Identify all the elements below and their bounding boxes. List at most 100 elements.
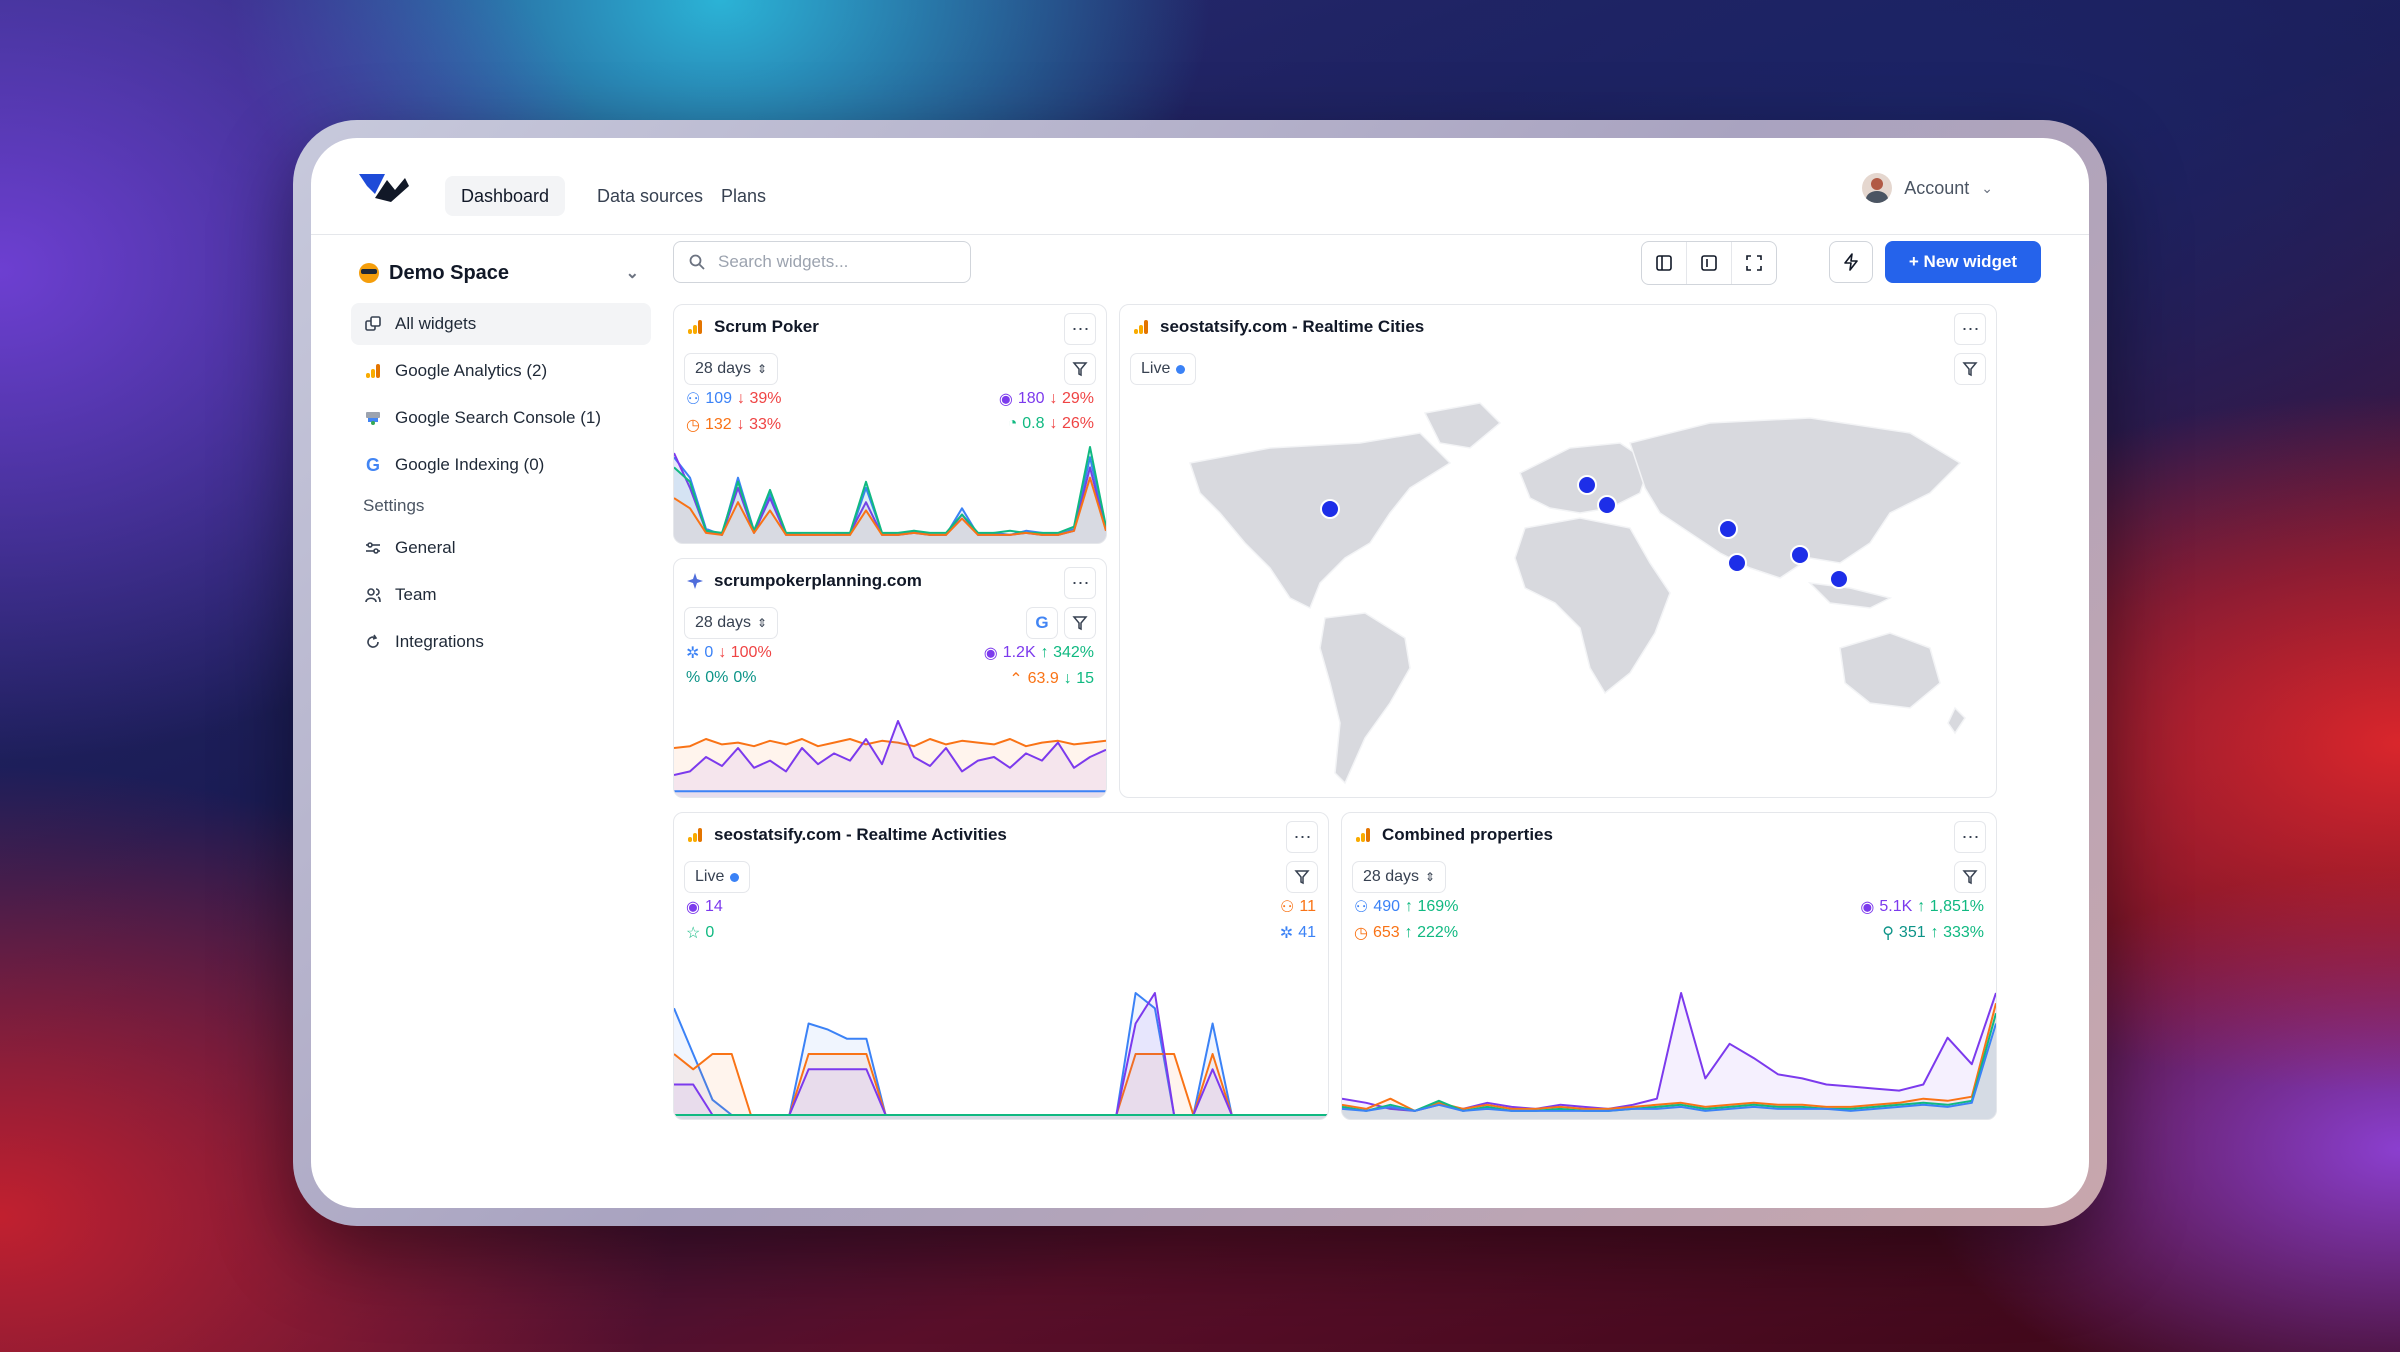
series-line xyxy=(1342,1013,1996,1112)
map-new-zealand xyxy=(1947,706,1966,735)
series-area xyxy=(674,739,1106,797)
city-marker[interactable] xyxy=(1577,475,1597,495)
city-marker[interactable] xyxy=(1829,569,1849,589)
panel-left-icon xyxy=(1656,255,1672,271)
chevron-down-icon: ⌄ xyxy=(1981,179,1993,196)
sidebar-item-label: Integrations xyxy=(395,632,484,651)
metric-position: ⌃ 63.9 ↓ 15 xyxy=(1009,670,1094,688)
sidebar-item-general[interactable]: General xyxy=(351,527,651,569)
metric-views: ◉ 14 xyxy=(686,898,723,916)
world-map[interactable] xyxy=(1150,393,1990,793)
more-menu-button[interactable]: ⋯ xyxy=(1954,821,1986,853)
city-marker[interactable] xyxy=(1718,519,1738,539)
space-selector[interactable]: Demo Space ⌄ xyxy=(351,248,651,298)
widget-title: Combined properties xyxy=(1354,825,1553,845)
date-range-value: 28 days xyxy=(695,360,752,377)
more-menu-button[interactable]: ⋯ xyxy=(1064,567,1096,599)
layout-split-button[interactable] xyxy=(1687,242,1732,284)
metric-impressions: ◉ 1.2K ↑ 342% xyxy=(983,644,1094,662)
city-marker[interactable] xyxy=(1727,553,1747,573)
filter-button[interactable] xyxy=(1064,353,1096,385)
scrum-line-chart xyxy=(674,446,1106,543)
quick-actions-button[interactable] xyxy=(1829,241,1873,283)
map-australia xyxy=(1839,632,1941,709)
live-dot-icon xyxy=(730,872,740,882)
avatar xyxy=(1862,173,1893,203)
series-line xyxy=(674,1053,1328,1116)
users-icon: ⚇ xyxy=(1280,899,1295,916)
widget-combined-properties: Combined properties ⋯ 28 days ⇕ ⚇ 490 ↑ 169… xyxy=(1341,812,1997,1120)
nav-tab-data-sources[interactable]: Data sources xyxy=(597,186,704,206)
star-icon: ☆ xyxy=(686,925,701,942)
new-widget-button[interactable]: + New widget xyxy=(1885,241,2041,283)
google-analytics-icon xyxy=(1356,828,1370,842)
chevron-updown-icon: ⇕ xyxy=(757,616,768,630)
engagement-icon: ◔ xyxy=(1007,415,1018,432)
layout-sidebar-button[interactable] xyxy=(1642,242,1687,284)
clock-icon: ◷ xyxy=(1354,925,1368,942)
widget-title: Scrum Poker xyxy=(686,317,819,337)
search-widgets[interactable] xyxy=(673,241,971,283)
city-marker[interactable] xyxy=(1790,545,1810,565)
sidebar-item-google-analytics[interactable]: Google Analytics (2) xyxy=(351,350,651,392)
series-area xyxy=(674,993,1328,1119)
nav-tab-plans[interactable]: Plans xyxy=(721,186,767,206)
app-logo[interactable] xyxy=(355,164,411,208)
more-menu-button[interactable]: ⋯ xyxy=(1064,313,1096,345)
widget-title: seostatsify.com - Realtime Cities xyxy=(1132,317,1424,337)
series-area xyxy=(674,993,1328,1119)
filter-icon xyxy=(1962,362,1978,377)
map-indonesia xyxy=(1807,581,1893,609)
filter-button[interactable] xyxy=(1064,607,1096,639)
filter-button[interactable] xyxy=(1286,861,1318,893)
refresh-icon xyxy=(363,632,383,652)
combined-line-chart xyxy=(1342,992,1996,1119)
city-marker[interactable] xyxy=(1597,495,1617,515)
top-nav: Dashboard Data sources Plans Account ⌄ xyxy=(311,138,2089,235)
google-icon: G xyxy=(365,454,380,475)
filter-button[interactable] xyxy=(1954,861,1986,893)
sidebar-item-google-indexing[interactable]: G Google Indexing (0) xyxy=(351,444,651,486)
city-markers xyxy=(1320,475,1849,589)
sidebar-item-integrations[interactable]: Integrations xyxy=(351,621,651,663)
filter-icon xyxy=(1072,616,1088,631)
city-marker[interactable] xyxy=(1320,499,1340,519)
metric-ctr: % 0% 0% xyxy=(686,669,757,686)
series-area xyxy=(1342,1013,1996,1119)
google-icon[interactable]: G xyxy=(1026,607,1058,639)
search-console-icon xyxy=(687,573,703,589)
widget-title-text: Scrum Poker xyxy=(714,317,819,336)
sidebar-item-team[interactable]: Team xyxy=(351,574,651,616)
series-line xyxy=(674,476,1106,536)
live-status-badge: Live xyxy=(684,861,751,893)
google-analytics-icon xyxy=(363,361,383,381)
space-name: Demo Space xyxy=(389,261,510,284)
widget-title-text: Combined properties xyxy=(1382,825,1553,844)
series-area xyxy=(674,477,1106,543)
panel-split-icon xyxy=(1701,255,1717,271)
date-range-select[interactable]: 28 days ⇕ xyxy=(1352,861,1447,893)
sidebar-item-google-search-console[interactable]: Google Search Console (1) xyxy=(351,397,651,439)
sidebar-item-all-widgets[interactable]: All widgets xyxy=(351,303,651,345)
percent-icon: % xyxy=(686,669,701,686)
date-range-select[interactable]: 28 days ⇕ xyxy=(684,607,779,639)
nav-tab-dashboard[interactable]: Dashboard xyxy=(445,176,566,216)
series-area xyxy=(1342,993,1996,1119)
map-south-america xyxy=(1319,612,1411,785)
more-menu-button[interactable]: ⋯ xyxy=(1286,821,1318,853)
users-icon: ⚇ xyxy=(1354,899,1369,916)
account-menu[interactable]: Account ⌄ xyxy=(1862,168,1993,208)
filter-button[interactable] xyxy=(1954,353,1986,385)
more-menu-button[interactable]: ⋯ xyxy=(1954,313,1986,345)
date-range-select[interactable]: 28 days ⇕ xyxy=(684,353,779,385)
filter-icon xyxy=(1072,362,1088,377)
sliders-icon xyxy=(363,538,383,558)
metric-duration: ◷ 132 ↓ 33% xyxy=(686,416,782,434)
metric-users: ⚇ 109 ↓ 39% xyxy=(686,390,782,408)
layout-full-button[interactable] xyxy=(1732,242,1776,284)
metric-views: ◉ 5.1K ↑ 1,851% xyxy=(1860,898,1984,916)
sidebar-item-label: Google Analytics (2) xyxy=(395,361,548,380)
layout-switcher xyxy=(1641,241,1777,285)
search-input[interactable] xyxy=(716,251,940,273)
sidebar-item-label: Team xyxy=(395,585,437,604)
